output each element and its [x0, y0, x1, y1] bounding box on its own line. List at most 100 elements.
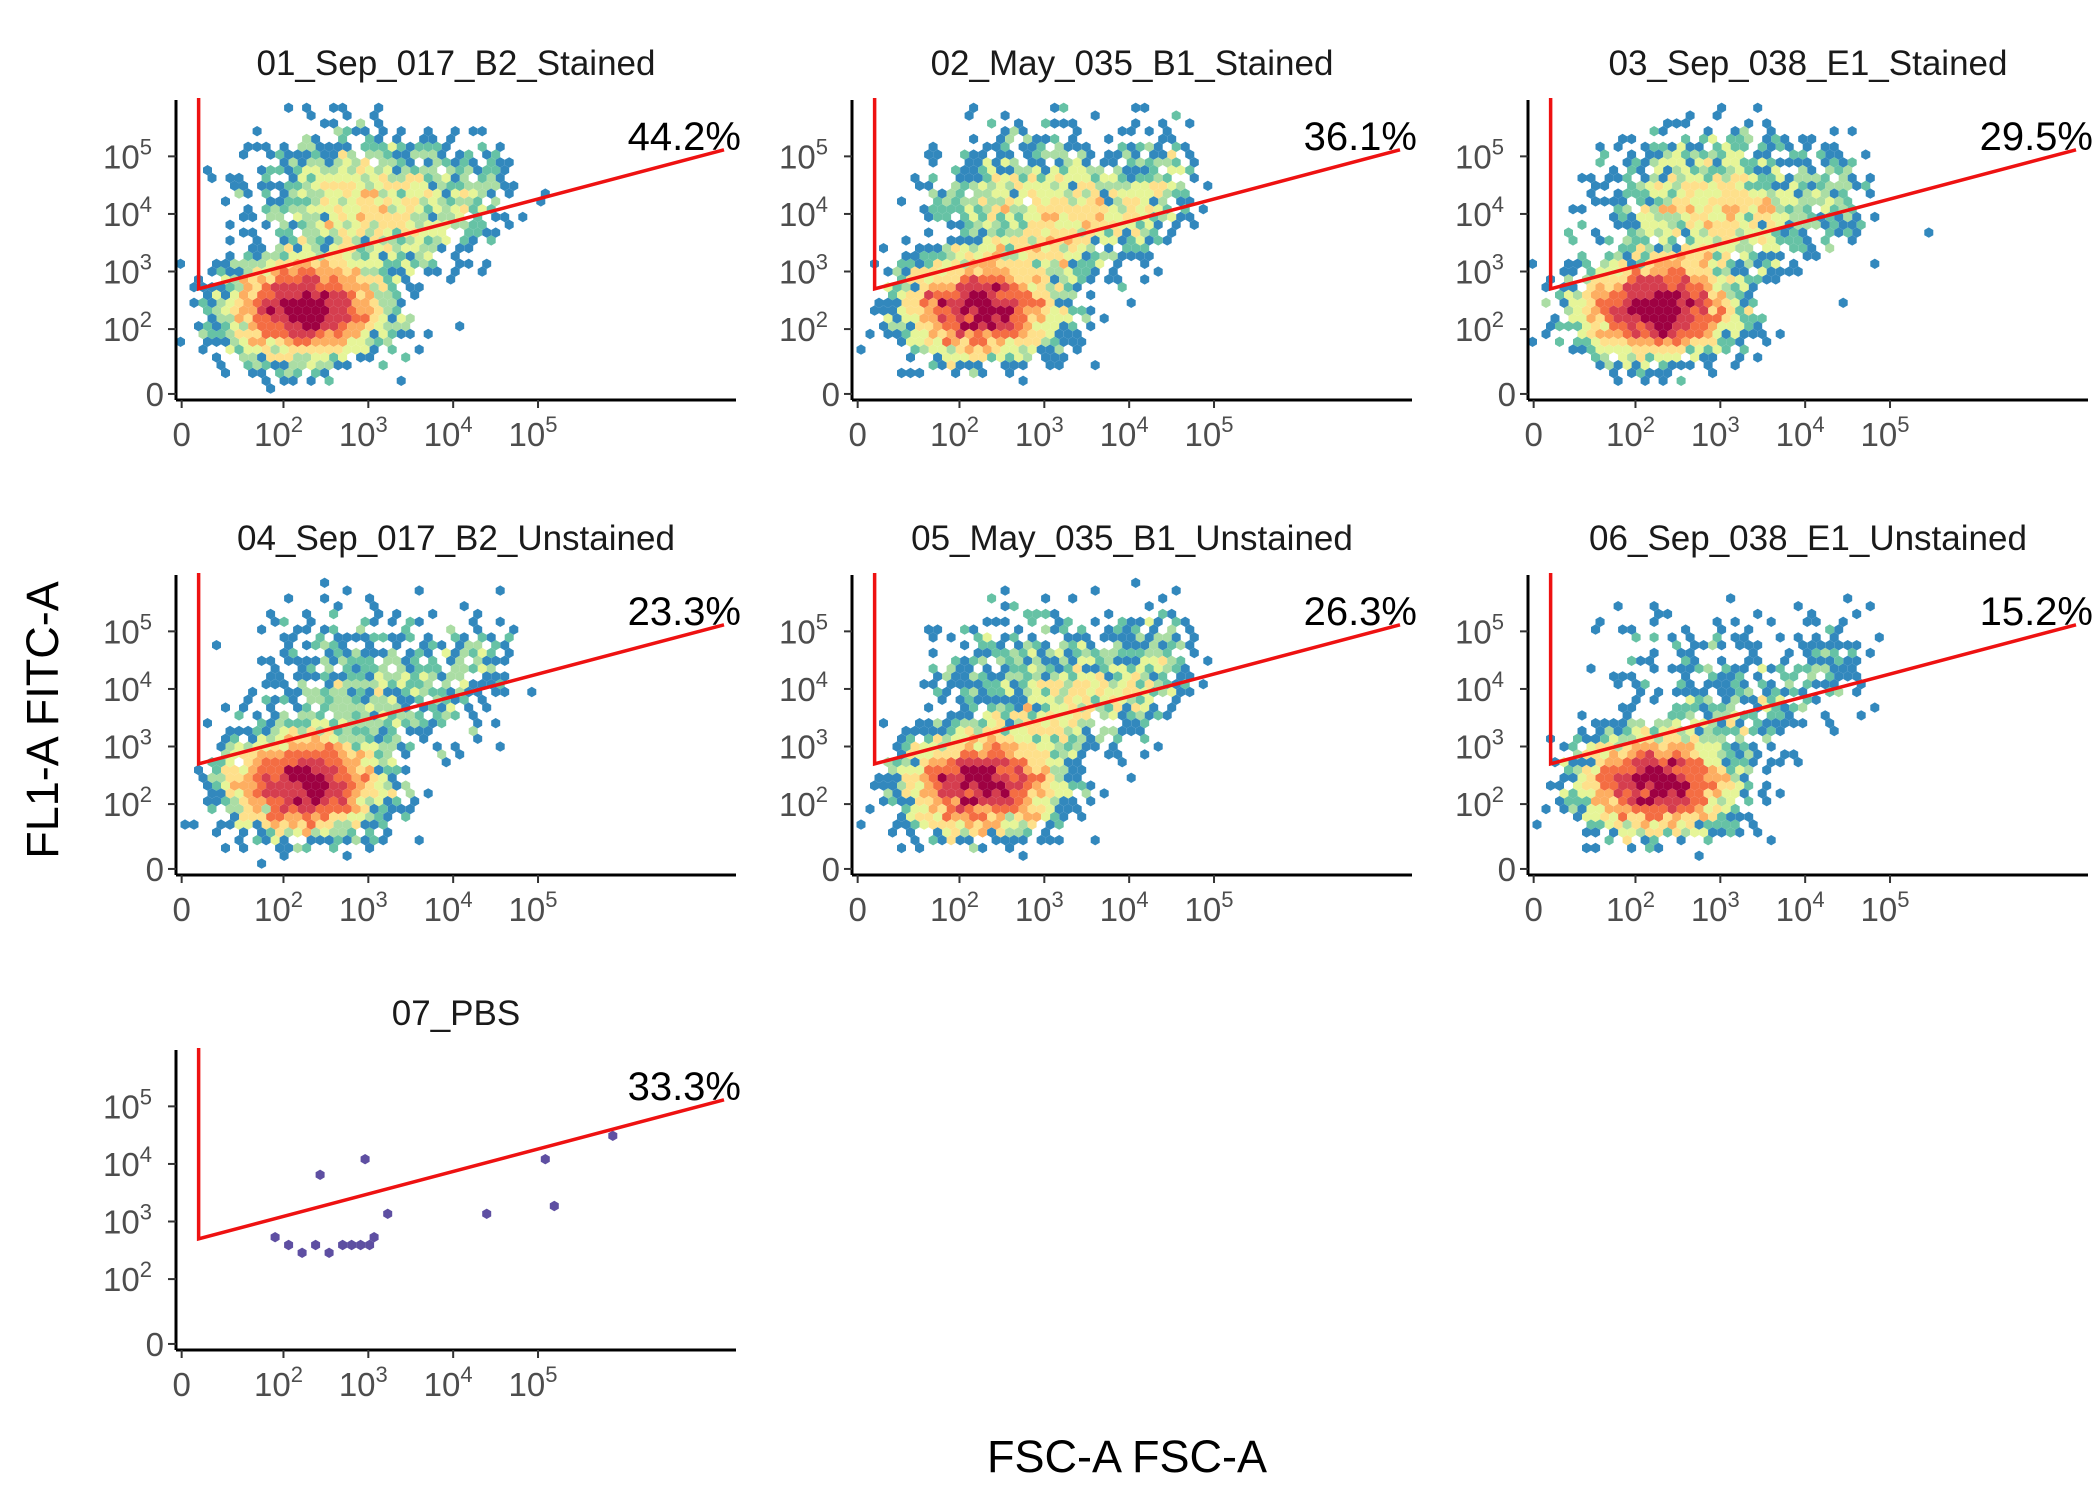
hexbin-cell	[329, 196, 339, 207]
hexbin-cell	[1708, 671, 1718, 682]
hexbin-cell	[392, 149, 402, 160]
hexbin-cell	[1032, 655, 1042, 666]
hexbin-cell	[1063, 266, 1073, 277]
hexbin-cell	[1023, 827, 1033, 838]
hexbin-cell	[365, 274, 375, 285]
hexbin-cell	[1802, 663, 1812, 674]
hexbin-cell	[297, 741, 307, 752]
hexbin-cell	[1649, 172, 1659, 184]
hexbin-cell	[419, 733, 429, 744]
hexbin-cell	[288, 235, 298, 246]
hexbin-cell	[1122, 640, 1132, 651]
hexbin-cell	[942, 352, 952, 363]
hexbin-cell	[1852, 227, 1862, 238]
hexbin-cell	[951, 180, 961, 191]
hexbin-cell	[1820, 663, 1830, 674]
hexbin-cell	[266, 733, 276, 744]
hexbin-cell	[991, 141, 1001, 152]
hexbin-cell	[1577, 219, 1587, 230]
hexbin-cell	[1018, 328, 1028, 340]
hexbin-cell	[270, 360, 280, 371]
hexbin-cell	[1027, 250, 1037, 262]
hexbin-cell	[910, 819, 920, 830]
y-tick-label: 102	[103, 1257, 152, 1298]
hexbin-cell	[1649, 282, 1659, 293]
hexbin-cell	[1068, 305, 1078, 316]
hexbin-cell	[1000, 141, 1010, 152]
hexbin-cell	[329, 780, 339, 791]
hexbin-cell	[1802, 172, 1812, 184]
hexbin-cell	[1775, 188, 1785, 199]
hexbin-cell	[279, 757, 289, 768]
hexbin-cell	[396, 313, 406, 324]
hexbin-cell	[302, 624, 312, 635]
hexbin-cell	[302, 671, 312, 682]
hexbin-cell	[1117, 757, 1127, 768]
hexbin-cell	[1685, 188, 1695, 199]
hexbin-cell	[1104, 243, 1114, 254]
hexbin-cell	[1658, 375, 1668, 386]
hexbin-cell	[1730, 694, 1740, 705]
hexbin-cell	[270, 313, 280, 324]
hexbin-cell	[1582, 796, 1591, 807]
hexbin-cell	[942, 196, 952, 207]
hexbin-cell	[1694, 282, 1704, 293]
hexbin-cell	[1072, 803, 1082, 815]
hexbin-cell	[1703, 250, 1713, 262]
hexbin-cell	[329, 764, 339, 776]
hexbin-cell	[423, 663, 433, 674]
hexbin-cell	[955, 725, 965, 737]
hexbin-cell	[1699, 780, 1709, 791]
hexbin-cell	[351, 313, 361, 324]
hexbin-cell	[1640, 772, 1650, 783]
hexbin-cell	[1000, 819, 1010, 830]
hexbin-cell	[212, 258, 221, 269]
hexbin-cell	[1018, 188, 1028, 199]
hexbin-cell	[374, 133, 384, 145]
hexbin-cell	[279, 616, 289, 627]
hexbin-cell	[1726, 718, 1736, 729]
hexbin-cell	[1609, 749, 1619, 760]
hexbin-cell	[342, 126, 352, 137]
hexbin-cell	[1672, 305, 1682, 316]
hexbin-cell	[302, 811, 312, 822]
hexbin-cell	[1203, 655, 1213, 666]
hexbin-cell	[360, 126, 370, 137]
hexbin-cell	[1054, 141, 1064, 152]
hexbin-cell	[964, 725, 974, 737]
hexbin-cell	[374, 336, 384, 347]
hexbin-cell	[270, 297, 280, 308]
hexbin-cell	[942, 811, 952, 822]
hexbin-cell	[1104, 196, 1114, 207]
hexbin-cell	[960, 196, 970, 207]
hexbin-cell	[883, 266, 893, 277]
hexbin-cell	[396, 204, 406, 215]
hexbin-cell	[293, 305, 303, 316]
hexbin-cell	[1027, 757, 1037, 768]
hexbin-cell	[365, 640, 375, 651]
hexbin-cell	[212, 305, 221, 316]
hexbin-cell	[1604, 788, 1614, 799]
hexbin-cell	[1622, 297, 1632, 308]
hexbin-cell	[491, 686, 501, 698]
hexbin-cell	[1153, 235, 1163, 246]
hexbin-cell	[311, 749, 321, 760]
hexbin-cell	[1739, 772, 1749, 783]
hexbin-cell	[1009, 204, 1019, 215]
hexbin-cell	[1068, 118, 1078, 129]
hexbin-cell	[1068, 640, 1078, 651]
hexbin-cell	[333, 188, 343, 199]
hexbin-cell	[360, 725, 370, 737]
hexbin-cell	[1807, 640, 1817, 651]
hexbin-cell	[1014, 180, 1024, 191]
hexbin-cell	[1703, 282, 1713, 293]
hexbin-cell	[212, 640, 221, 651]
hexbin-cell	[1735, 352, 1745, 363]
hexbin-cell	[1753, 165, 1763, 176]
hexbin-cell	[1712, 204, 1722, 215]
hexbin-cell	[491, 227, 501, 238]
hexbin-cells	[176, 102, 550, 394]
hexbin-cell	[230, 796, 239, 807]
hexbin-cell	[1622, 757, 1632, 768]
hexbin-cell	[1735, 827, 1745, 838]
